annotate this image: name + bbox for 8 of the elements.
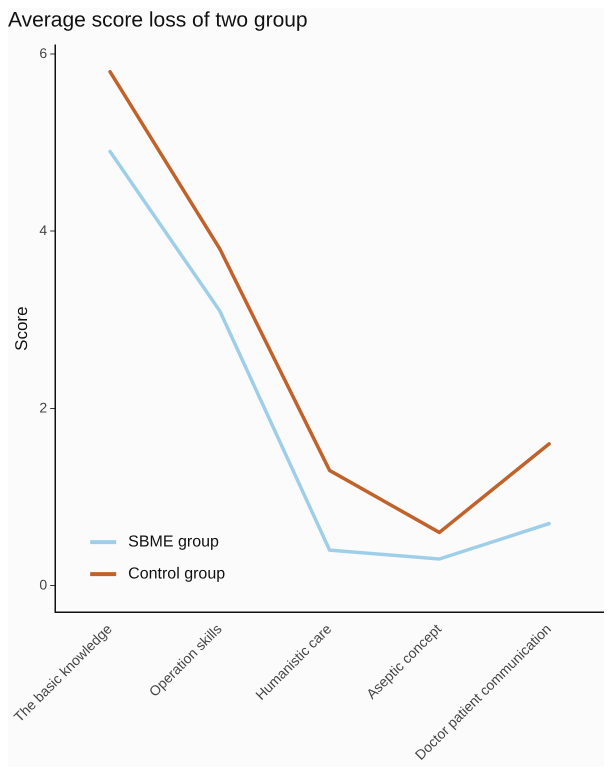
legend-label: Control group	[128, 566, 226, 583]
y-tick-label: 6	[39, 44, 48, 61]
y-tick-label: 0	[39, 576, 48, 592]
legend-label: SBME group	[128, 534, 219, 551]
y-axis-title: Score	[12, 306, 31, 351]
y-tick-label: 4	[39, 222, 48, 238]
y-tick-label: 2	[39, 399, 48, 416]
chart-title: Average score loss of two group	[8, 8, 308, 32]
